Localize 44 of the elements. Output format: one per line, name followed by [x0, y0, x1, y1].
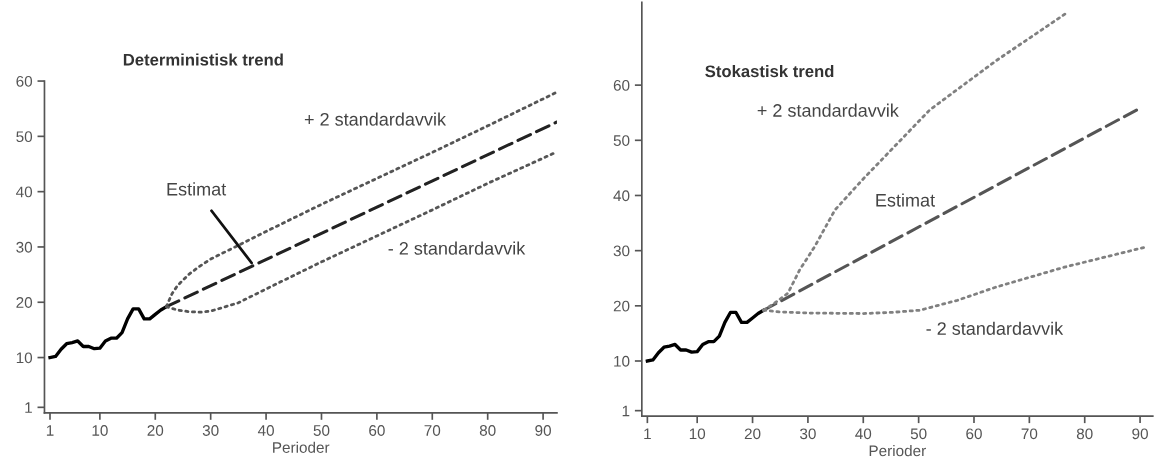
x-tick-label: 50 [313, 425, 330, 436]
x-tick-label: 20 [744, 428, 761, 440]
y-tick-label: 60 [613, 80, 630, 91]
x-tick-label: 60 [966, 428, 982, 440]
y-tick-label: 20 [613, 300, 630, 312]
y-tick-label: 10 [614, 355, 630, 367]
x-tick-label: 1 [644, 428, 651, 440]
y-tick-label: 50 [613, 135, 630, 146]
x-tick-label: 80 [1076, 428, 1093, 440]
y-tick-label: 30 [613, 245, 630, 257]
x-tick-label: 90 [1132, 428, 1148, 440]
y-tick-label: 60 [16, 75, 33, 87]
x-tick-label: 30 [800, 428, 816, 440]
y-tick-label: 50 [16, 131, 33, 143]
x-tick-label: 20 [147, 425, 164, 436]
y-tick-label: 40 [16, 186, 33, 198]
y-tick-label: 40 [613, 190, 630, 202]
x-tick-label: 70 [424, 425, 441, 436]
x-tick-label: 50 [910, 428, 927, 440]
x-tick-label: 70 [1021, 428, 1038, 440]
x-axis-title: Perioder [273, 441, 330, 453]
x-tick-label: 90 [535, 425, 551, 436]
x-tick-label: 40 [855, 428, 872, 440]
x-tick-label: 1 [46, 425, 54, 436]
x-tick-label: 80 [479, 425, 496, 436]
y-tick-label: 10 [16, 352, 33, 364]
x-axis-title: Perioder [869, 445, 926, 457]
y-tick-label: 20 [16, 297, 33, 308]
annotation: - 2 standardavvik [926, 321, 1064, 335]
x-tick-label: 10 [689, 428, 706, 440]
annotation: Estimat [167, 182, 227, 196]
x-tick-label: 40 [257, 425, 274, 436]
y-tick-label: 1 [622, 405, 630, 417]
annotation: Estimat [876, 193, 935, 207]
text: Stokastisk trend [705, 64, 834, 78]
x-tick-label: 30 [202, 425, 219, 436]
y-tick-label: 1 [25, 402, 32, 413]
annotation: - 2 standardavvik [388, 241, 526, 255]
x-tick-label: 10 [92, 425, 108, 436]
annotation: + 2 standardavvik [757, 103, 899, 117]
annotation: + 2 standardavvik [304, 112, 447, 126]
y-tick-label: 30 [16, 241, 33, 253]
x-tick-label: 60 [369, 425, 385, 436]
chart-title: Deterministisk trend [123, 53, 283, 66]
